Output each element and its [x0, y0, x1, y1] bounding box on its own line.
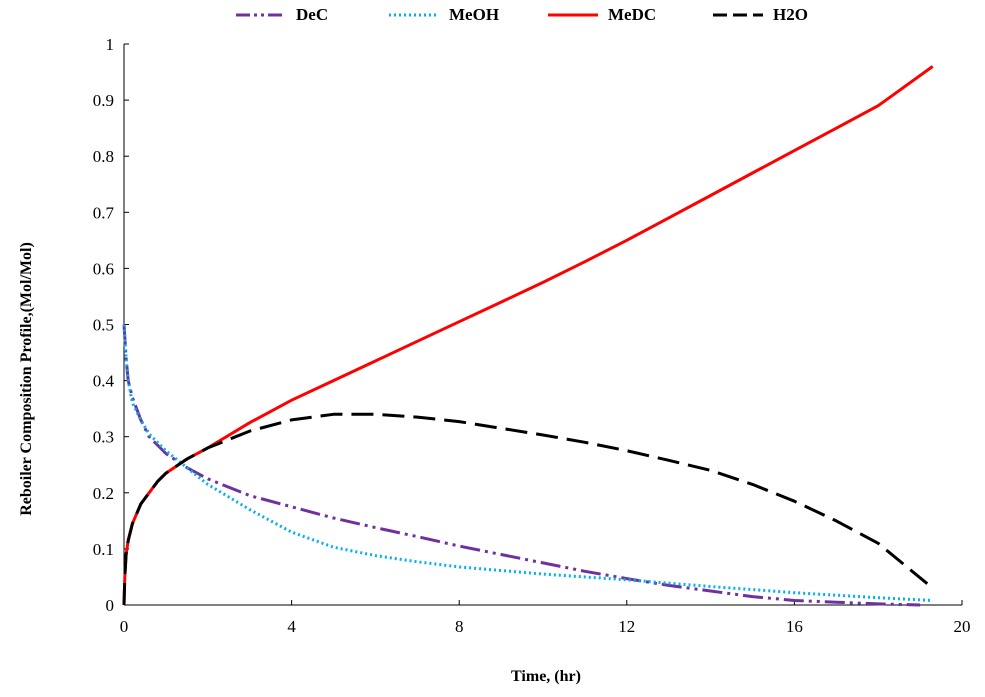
legend-label: DeC [296, 5, 329, 24]
y-tick-label: 0.5 [93, 316, 114, 335]
legend-swatch [236, 13, 286, 17]
legend-swatch [548, 13, 598, 17]
series-line-meoh [122, 324, 933, 602]
series-line-medc [122, 65, 934, 606]
y-tick-label: 0.3 [93, 428, 114, 447]
y-axis-label: Reboiler Composition Profile,(Mol/Mol) [18, 242, 35, 516]
x-tick-label: 12 [618, 617, 635, 636]
x-tick-label: 20 [954, 617, 971, 636]
series-layer [122, 65, 934, 607]
legend-label: MeDC [608, 5, 657, 24]
legend-swatch [389, 13, 439, 17]
x-axis-label: Time, (hr) [511, 668, 581, 685]
legend-swatch [713, 13, 763, 17]
y-tick-label: 0.9 [93, 91, 114, 110]
y-tick-label: 0.7 [93, 203, 115, 222]
series-line-dec [122, 324, 921, 607]
x-tick-label: 4 [287, 617, 296, 636]
legend-item-meoh: MeOH [389, 4, 499, 26]
y-tick-label: 0.6 [93, 259, 114, 278]
y-tick-label: 0.2 [93, 484, 114, 503]
y-tick-label: 0.8 [93, 147, 114, 166]
legend-item-dec: DeC [236, 4, 328, 26]
x-tick-label: 0 [120, 617, 129, 636]
y-tick-label: 0.4 [93, 372, 115, 391]
legend-label: H2O [773, 5, 808, 24]
y-tick-label: 1 [106, 35, 115, 54]
legend-label: MeOH [449, 5, 500, 24]
x-tick-label: 8 [455, 617, 464, 636]
axes: 0 0.1 0.2 0.3 0.4 0.5 0.6 0.7 0.8 0.9 1 0 4 8 12 16 20 [93, 35, 971, 636]
series-line-h2o [122, 412, 934, 606]
y-tick-label: 0.1 [93, 540, 114, 559]
x-tick-label: 16 [786, 617, 803, 636]
y-tick-label: 0 [106, 596, 115, 615]
legend-item-medc: MeDC [548, 4, 656, 26]
legend-item-h2o: H2O [713, 4, 808, 26]
legend: DeC MeOH MeDC H2O [0, 0, 985, 30]
